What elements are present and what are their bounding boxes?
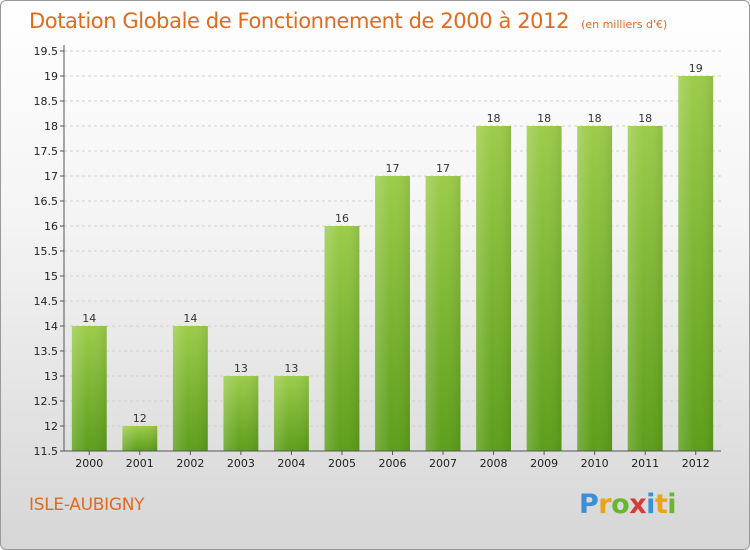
x-tick-label: 2001 [126, 457, 154, 470]
bar-highlight [627, 126, 663, 451]
y-tick-label: 13.5 [34, 345, 59, 358]
bar-value-label: 18 [588, 112, 602, 125]
logo-letter: o [611, 489, 630, 520]
bar-highlight [71, 326, 107, 451]
bar-highlight [223, 376, 259, 451]
bar-value-label: 19 [689, 62, 703, 75]
x-tick-label: 2003 [227, 457, 255, 470]
y-tick-label: 19 [44, 70, 58, 83]
logo-letter: i [646, 489, 655, 520]
x-tick-label: 2005 [328, 457, 356, 470]
y-tick-label: 17 [44, 170, 58, 183]
bar-highlight [324, 226, 360, 451]
bar-highlight [476, 126, 512, 451]
bar-highlight [375, 176, 410, 451]
y-tick-label: 18.5 [34, 95, 59, 108]
bar-value-label: 16 [335, 212, 349, 225]
bar-value-label: 14 [183, 312, 197, 325]
y-tick-label: 11.5 [34, 445, 59, 458]
bar-value-label: 13 [284, 362, 298, 375]
y-tick-label: 14 [44, 320, 58, 333]
x-tick-label: 2006 [379, 457, 407, 470]
y-tick-label: 17.5 [34, 145, 59, 158]
x-tick-label: 2008 [480, 457, 508, 470]
bar-value-label: 18 [638, 112, 652, 125]
bar-highlight [273, 376, 309, 451]
bars [71, 76, 714, 451]
y-tick-label: 16.5 [34, 195, 59, 208]
logo-letter: t [654, 489, 668, 520]
y-tick-label: 14.5 [34, 295, 59, 308]
proxiti-logo: Proxiti [579, 489, 677, 520]
y-tick-label: 15 [44, 270, 58, 283]
y-tick-label: 12 [44, 420, 58, 433]
unit-label: (en milliers d'€) [581, 18, 668, 31]
bar-highlight [425, 176, 461, 451]
chart-title-text: Dotation Globale de Fonctionnement de 20… [29, 9, 570, 33]
labels: 11.5 12 12.5 13 13.5 14 14.5 15 15.5 16 16.5 17 17.5… [34, 45, 710, 470]
commune-name: ISLE-AUBIGNY [29, 495, 145, 515]
x-tick-label: 2004 [277, 457, 305, 470]
bar-highlight [172, 326, 208, 451]
bar-highlight [122, 426, 158, 451]
x-tick-label: 2011 [631, 457, 659, 470]
y-tick-label: 12.5 [34, 395, 59, 408]
bar-value-label: 14 [82, 312, 96, 325]
bar-value-label: 18 [487, 112, 501, 125]
x-tick-label: 2010 [581, 457, 609, 470]
bar-highlight [526, 126, 562, 451]
x-tick-label: 2012 [682, 457, 710, 470]
bar-highlight [577, 126, 613, 451]
y-tick-label: 15.5 [34, 245, 59, 258]
y-tick-label: 13 [44, 370, 58, 383]
x-tick-label: 2002 [176, 457, 204, 470]
y-tick-label: 16 [44, 220, 58, 233]
bar-value-label: 17 [436, 162, 450, 175]
logo-letter: r [598, 489, 612, 520]
y-tick-label: 18 [44, 120, 58, 133]
bar-value-label: 13 [234, 362, 248, 375]
logo-letter: P [579, 489, 599, 520]
bar-value-label: 17 [386, 162, 400, 175]
bar-value-label: 12 [133, 412, 147, 425]
axes [60, 45, 721, 455]
y-tick-label: 19.5 [34, 45, 59, 58]
x-tick-label: 2007 [429, 457, 457, 470]
chart-title: Dotation Globale de Fonctionnement de 20… [29, 9, 667, 33]
logo-letter: x [629, 489, 647, 520]
bar-value-label: 18 [537, 112, 551, 125]
bar-highlight [678, 76, 714, 451]
x-tick-label: 2000 [75, 457, 103, 470]
x-tick-label: 2009 [530, 457, 558, 470]
logo-letter: i [667, 489, 677, 520]
